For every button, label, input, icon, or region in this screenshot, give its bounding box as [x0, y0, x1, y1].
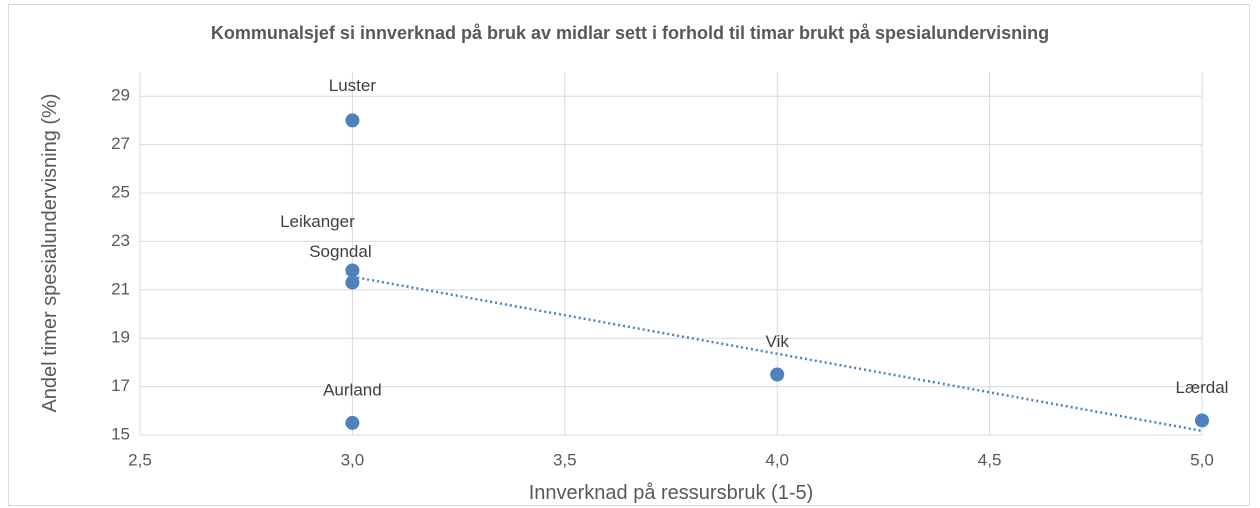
data-point	[1195, 413, 1209, 428]
point-label: Sogndal	[309, 242, 371, 261]
data-point	[770, 367, 785, 382]
point-label: Lærdal	[1176, 378, 1229, 397]
x-axis-label: Innverknad på ressursbruk (1-5)	[528, 482, 814, 504]
x-tick-label: 5,0	[1190, 450, 1214, 469]
y-tick-label: 23	[111, 231, 130, 250]
trendline	[352, 275, 1203, 433]
data-point	[345, 415, 360, 430]
point-label: Aurland	[323, 380, 382, 399]
point-label: Luster	[329, 76, 377, 95]
data-point	[345, 275, 360, 290]
y-tick-label: 27	[111, 134, 130, 153]
x-tick-label: 4,5	[978, 450, 1002, 469]
data-point	[345, 113, 360, 128]
y-tick-label: 15	[111, 424, 130, 443]
x-tick-label: 3,5	[553, 450, 577, 469]
y-tick-label: 29	[111, 86, 130, 105]
point-label: Leikanger	[280, 212, 355, 231]
chart-frame	[8, 4, 1250, 506]
data-point	[345, 263, 360, 278]
y-tick-label: 21	[111, 279, 130, 298]
y-tick-label: 17	[111, 376, 130, 395]
x-tick-label: 3,0	[341, 450, 365, 469]
chart-title: Kommunalsjef si innverknad på bruk av mi…	[210, 23, 1050, 43]
y-tick-label: 19	[111, 328, 130, 347]
x-tick-label: 4,0	[765, 450, 789, 469]
y-tick-label: 25	[111, 182, 130, 201]
y-axis-label: Andel timer spesialundervisning (%)	[39, 93, 61, 413]
point-label: Vik	[766, 332, 790, 351]
x-tick-label: 2,5	[128, 450, 152, 469]
